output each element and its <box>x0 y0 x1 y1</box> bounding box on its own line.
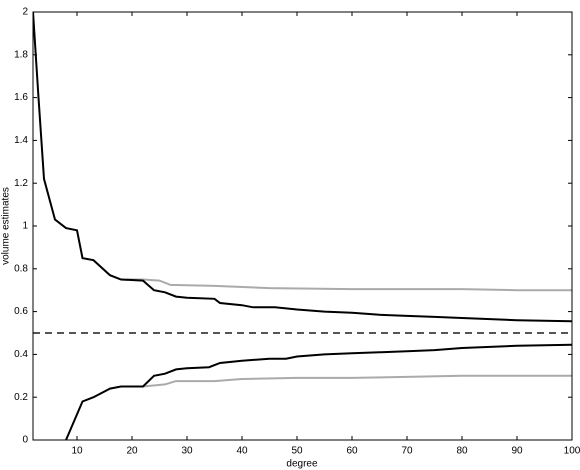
x-tick-label: 30 <box>181 446 193 457</box>
y-tick-label: 1.8 <box>14 49 28 60</box>
x-tick-label: 10 <box>71 446 83 457</box>
data-line <box>121 278 572 292</box>
data-line <box>65 343 572 440</box>
x-tick-label: 60 <box>346 446 358 457</box>
data-line <box>121 374 572 388</box>
y-tick-label: 1 <box>22 221 28 232</box>
y-axis-label: volume estimates <box>1 187 12 265</box>
y-tick-label: 0 <box>22 435 28 446</box>
y-tick-label: 0.4 <box>14 349 28 360</box>
x-tick-label: 90 <box>511 446 523 457</box>
y-tick-label: 1.6 <box>14 92 28 103</box>
y-tick-label: 2 <box>22 7 28 18</box>
y-tick-label: 0.6 <box>14 306 28 317</box>
data-line <box>33 12 572 323</box>
x-tick-label: 40 <box>236 446 248 457</box>
y-tick-label: 1.2 <box>14 178 28 189</box>
x-axis-label: degree <box>286 459 318 470</box>
x-tick-label: 50 <box>291 446 303 457</box>
y-tick-label: 1.4 <box>14 135 28 146</box>
y-tick-label: 0.8 <box>14 263 28 274</box>
x-tick-label: 80 <box>456 446 468 457</box>
x-tick-label: 100 <box>564 446 580 457</box>
x-tick-label: 20 <box>126 446 138 457</box>
y-tick-label: 0.2 <box>14 392 28 403</box>
x-tick-label: 70 <box>401 446 413 457</box>
